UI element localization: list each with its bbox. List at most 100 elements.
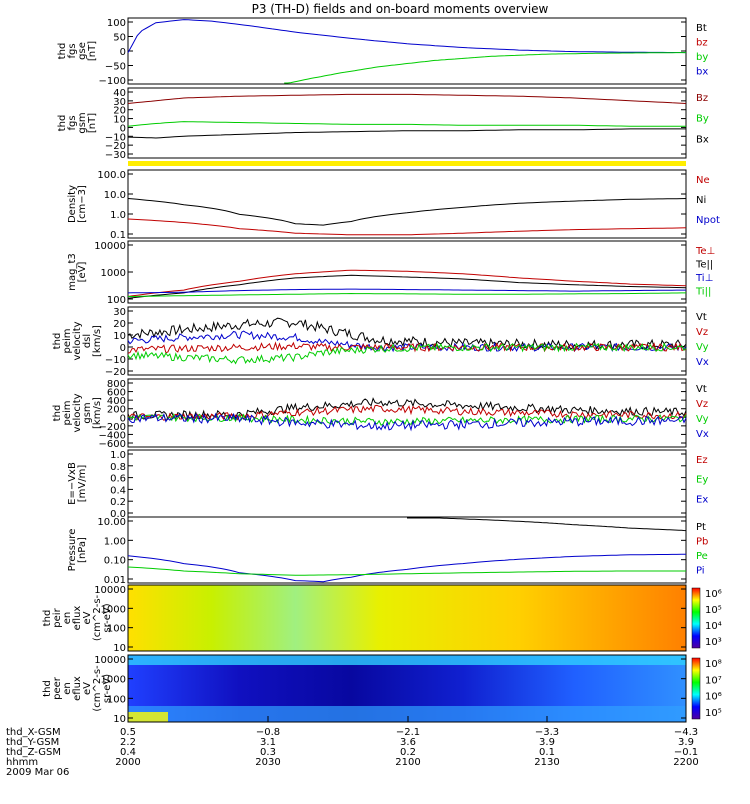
legend-entry: Vt [696, 384, 707, 395]
legend-entry: Bz [696, 93, 708, 104]
legend-entry: Te|| [695, 260, 713, 271]
heatmap-low-energy-spot [128, 712, 168, 722]
series-Vz-line [127, 404, 687, 421]
y-tick-label: 30 [113, 307, 126, 318]
x-axis-tick-label: 2030 [255, 757, 280, 768]
legend-entry: bx [696, 67, 708, 78]
y-axis-label: mag_t3 [67, 253, 78, 291]
legend-entry: Bt [696, 23, 707, 34]
y-axis-label: eflux [72, 676, 83, 701]
series-Vy-line [127, 412, 687, 426]
series-Ni-line [127, 198, 687, 226]
x-axis-tick-label: 2200 [673, 757, 698, 768]
x-axis-tick-label: 3.9 [539, 737, 555, 748]
panel-frame [127, 169, 687, 239]
panel-peer_eflux: 10⁸ 10⁷ 10⁶ 10⁵ 10000 1000 100 10 thd peer en eflux… [42, 654, 722, 725]
legend-entry: Pe [696, 551, 708, 562]
panel-peir_eflux: 10⁶ 10⁵ 10⁴ 10³ 10000 1000 100 10 thd peir en eflux… [42, 584, 722, 654]
y-tick-label: 0 [120, 343, 126, 354]
y-tick-label: 100 [107, 694, 126, 705]
y-tick-label: 10 [113, 331, 126, 342]
y-axis-label: [eV] [77, 262, 88, 283]
y-tick-label: 50 [113, 33, 126, 44]
y-axis-label: [nT] [87, 41, 98, 61]
x-axis-row-label: thd_Y-GSM [6, 737, 59, 748]
y-tick-label: 20 [113, 106, 126, 117]
colorbar-tick-label: 10⁶ [705, 589, 722, 600]
y-tick-label: 10000 [94, 655, 126, 666]
panel-temperature: 10000 1000 100 mag_t3 [eV] Te⊥ Te|| Ti⊥ Ti|| [67, 240, 715, 306]
y-tick-label: −20 [105, 141, 126, 152]
x-axis-tick-label: −3.3 [535, 727, 559, 738]
y-tick-label: 20 [113, 319, 126, 330]
x-axis-tick-label: 3.9 [678, 737, 694, 748]
y-tick-label: 40 [113, 88, 126, 99]
y-tick-label: 0.10 [104, 556, 126, 567]
legend-entry: Ex [696, 494, 708, 505]
y-axis-label: fgs [67, 115, 78, 130]
legend-entry: By [696, 114, 709, 125]
panel-density: 100.0 10.0 1.0 0.1 Density [cm−3] Ne Ni Npot [67, 169, 720, 241]
legend-entry: Npot [696, 215, 720, 226]
x-axis-row-label: 2009 Mar 06 [6, 767, 69, 778]
legend-entry: Ne [696, 175, 710, 186]
x-axis-tick-label: 3.1 [260, 737, 276, 748]
y-tick-label: 10.00 [97, 517, 126, 528]
series-Vy-line [127, 342, 687, 365]
y-tick-label: 0.0 [110, 509, 126, 520]
x-axis-tick-label: 3.6 [400, 737, 416, 748]
y-axis-label: gsm [77, 112, 88, 133]
colorbar-tick-label: 10³ [705, 637, 722, 648]
y-tick-label: −30 [105, 150, 126, 161]
y-tick-label: 10 [113, 643, 126, 654]
legend-entry: Pt [696, 522, 706, 533]
y-tick-label: 0.2 [110, 497, 126, 508]
y-tick-label: 0.8 [110, 462, 126, 473]
y-tick-label: 100.0 [97, 170, 126, 181]
x-axis-row-label: hhmm [6, 757, 38, 768]
y-tick-label: 1000 [101, 675, 126, 686]
y-axis-label: [km/s] [92, 397, 103, 429]
y-axis-label: gse [77, 42, 88, 60]
legend-entry: Vx [696, 357, 709, 368]
y-tick-label: 0.6 [110, 474, 126, 485]
series-Te-line [127, 274, 687, 299]
colorbar-tick-label: 10⁷ [705, 675, 722, 686]
legend-entry: Ti|| [695, 287, 711, 298]
y-axis-label: [nPa] [77, 537, 88, 563]
y-tick-label: 1000 [101, 268, 126, 279]
series-Vx-line [127, 412, 687, 432]
y-tick-label: 10 [113, 714, 126, 725]
y-axis-label: [mV/m] [77, 465, 88, 503]
y-axis-label: peir [52, 607, 63, 627]
y-tick-label: 0 [120, 413, 126, 424]
y-tick-label: 1000 [101, 604, 126, 615]
y-axis-label: fgs [67, 43, 78, 58]
series-bx-line [127, 19, 687, 54]
y-tick-label: 0 [120, 123, 126, 134]
y-tick-label: 0.01 [104, 575, 126, 586]
series-Bx-line [127, 128, 686, 139]
y-axis-label: dsl [82, 334, 93, 348]
y-tick-label: −100 [99, 76, 126, 87]
y-axis-label: velocity [72, 321, 83, 360]
x-axis-tick-label: 2130 [534, 757, 559, 768]
legend-entry: by [696, 52, 708, 63]
y-tick-label: −400 [99, 430, 126, 441]
series-Pt-line [407, 517, 687, 532]
panel-e_vxb: 1.00.80.60.40.20.0 E=−VxB [mV/m] Ez Ey Ex [67, 449, 708, 520]
legend-entry: Ey [696, 475, 708, 486]
y-axis-label: [cm−3] [77, 185, 88, 223]
y-tick-label: 10000 [94, 241, 126, 252]
y-tick-label: 0.1 [110, 230, 126, 241]
colorbar-tick-label: 10⁵ [705, 605, 722, 616]
x-axis-tick-label: 2100 [395, 757, 420, 768]
y-tick-label: −10 [105, 355, 126, 366]
legend-entry: bz [696, 38, 708, 49]
y-tick-label: −10 [105, 132, 126, 143]
legend-entry: Pi [696, 566, 705, 577]
panel-pressure: 10.00 1.00 0.10 0.01 Pressure [nPa] Pt Pb Pe Pi [67, 516, 708, 586]
